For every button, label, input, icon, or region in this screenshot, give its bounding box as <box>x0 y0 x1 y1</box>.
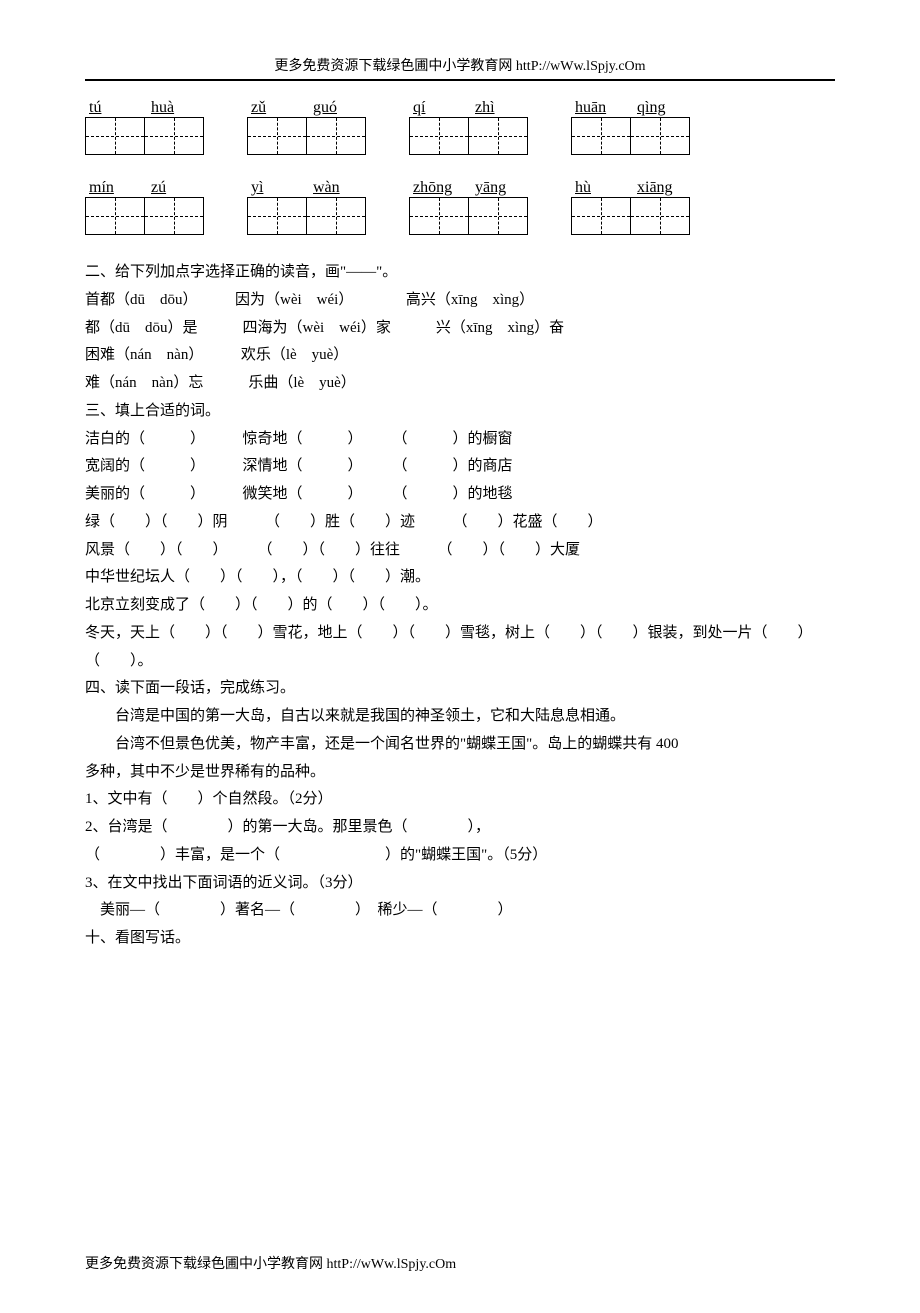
pinyin-syllable: qí <box>409 99 471 117</box>
text-line: 困难（nán nàn） 欢乐（lè yuè） <box>85 342 835 370</box>
character-box <box>144 117 204 155</box>
pinyin-syllable: zú <box>147 179 209 197</box>
character-box <box>468 117 528 155</box>
text-line: 宽阔的（ ） 深情地（ ） （ ）的商店 <box>85 453 835 481</box>
pinyin-block: qízhì <box>409 99 533 155</box>
character-box <box>144 197 204 235</box>
character-box <box>468 197 528 235</box>
character-box <box>85 197 145 235</box>
pinyin-syllable: xiāng <box>633 179 695 197</box>
text-line: 都（dū dōu）是 四海为（wèi wéi）家 兴（xīng xìng）奋 <box>85 315 835 343</box>
question-line: 2、台湾是（ ）的第一大岛。那里景色（ ）， <box>85 814 835 842</box>
character-box <box>247 197 307 235</box>
pinyin-syllable: qìng <box>633 99 695 117</box>
pinyin-syllable: zhōng <box>409 179 471 197</box>
passage-line: 多种，其中不少是世界稀有的品种。 <box>85 759 835 787</box>
passage-line: 台湾是中国的第一大岛，自古以来就是我国的神圣领土，它和大陆息息相通。 <box>85 703 835 731</box>
section-10-title: 十、看图写话。 <box>85 925 835 953</box>
pinyin-syllable: mín <box>85 179 147 197</box>
pinyin-row: mínzú yìwàn zhōngyāng hùxiāng <box>85 179 835 235</box>
character-box <box>306 117 366 155</box>
text-line: （ ）。 <box>85 648 835 676</box>
pinyin-block: zǔguó <box>247 99 371 155</box>
pinyin-block: yìwàn <box>247 179 371 235</box>
document-body: 二、给下列加点字选择正确的读音，画"——"。 首都（dū dōu） 因为（wèi… <box>85 259 835 953</box>
pinyin-block: túhuà <box>85 99 209 155</box>
character-box <box>630 197 690 235</box>
character-box <box>409 197 469 235</box>
pinyin-syllable: tú <box>85 99 147 117</box>
pinyin-syllable: huān <box>571 99 633 117</box>
pinyin-exercise: túhuà zǔguó qízhì huānqìng mínzú yìwàn zhōngyā… <box>85 99 835 235</box>
pinyin-syllable: zhì <box>471 99 533 117</box>
pinyin-block: zhōngyāng <box>409 179 533 235</box>
header-divider <box>85 79 835 81</box>
pinyin-syllable: huà <box>147 99 209 117</box>
text-line: 中华世纪坛人（ ）（ ），（ ）（ ）潮。 <box>85 564 835 592</box>
text-line: 洁白的（ ） 惊奇地（ ） （ ）的橱窗 <box>85 426 835 454</box>
section-4-title: 四、读下面一段话，完成练习。 <box>85 675 835 703</box>
pinyin-syllable: guó <box>309 99 371 117</box>
question-line: （ ）丰富，是一个（ ）的"蝴蝶王国"。（5分） <box>85 842 835 870</box>
text-line: 北京立刻变成了（ ）（ ）的（ ）（ ）。 <box>85 592 835 620</box>
text-line: 绿（ ）（ ）阴 （ ）胜（ ）迹 （ ）花盛（ ） <box>85 509 835 537</box>
character-box <box>85 117 145 155</box>
text-line: 美丽的（ ） 微笑地（ ） （ ）的地毯 <box>85 481 835 509</box>
question-line: 美丽—（ ）著名—（ ） 稀少—（ ） <box>85 897 835 925</box>
pinyin-syllable: yāng <box>471 179 533 197</box>
section-2-title: 二、给下列加点字选择正确的读音，画"——"。 <box>85 259 835 287</box>
pinyin-block: huānqìng <box>571 99 695 155</box>
pinyin-syllable: hù <box>571 179 633 197</box>
question-line: 1、文中有（ ）个自然段。（2分） <box>85 786 835 814</box>
character-box <box>306 197 366 235</box>
pinyin-row: túhuà zǔguó qízhì huānqìng <box>85 99 835 155</box>
character-box <box>247 117 307 155</box>
text-line: 风景（ ）（ ） （ ）（ ）往往 （ ）（ ）大厦 <box>85 537 835 565</box>
character-box <box>409 117 469 155</box>
pinyin-syllable: wàn <box>309 179 371 197</box>
character-box <box>571 197 631 235</box>
passage-line: 台湾不但景色优美，物产丰富，还是一个闻名世界的"蝴蝶王国"。岛上的蝴蝶共有 40… <box>85 731 835 759</box>
pinyin-syllable: yì <box>247 179 309 197</box>
text-line: 首都（dū dōu） 因为（wèi wéi） 高兴（xīng xìng） <box>85 287 835 315</box>
question-line: 3、在文中找出下面词语的近义词。（3分） <box>85 870 835 898</box>
pinyin-syllable: zǔ <box>247 99 309 117</box>
text-line: 难（nán nàn）忘 乐曲（lè yuè） <box>85 370 835 398</box>
pinyin-block: hùxiāng <box>571 179 695 235</box>
section-3-title: 三、填上合适的词。 <box>85 398 835 426</box>
page-header: 更多免费资源下载绿色圃中小学教育网 httP://wWw.lSpjy.cOm <box>85 55 835 75</box>
page-footer: 更多免费资源下载绿色圃中小学教育网 httP://wWw.lSpjy.cOm <box>85 1253 835 1273</box>
pinyin-block: mínzú <box>85 179 209 235</box>
character-box <box>571 117 631 155</box>
text-line: 冬天，天上（ ）（ ）雪花，地上（ ）（ ）雪毯，树上（ ）（ ）银装，到处一片… <box>85 620 835 648</box>
character-box <box>630 117 690 155</box>
